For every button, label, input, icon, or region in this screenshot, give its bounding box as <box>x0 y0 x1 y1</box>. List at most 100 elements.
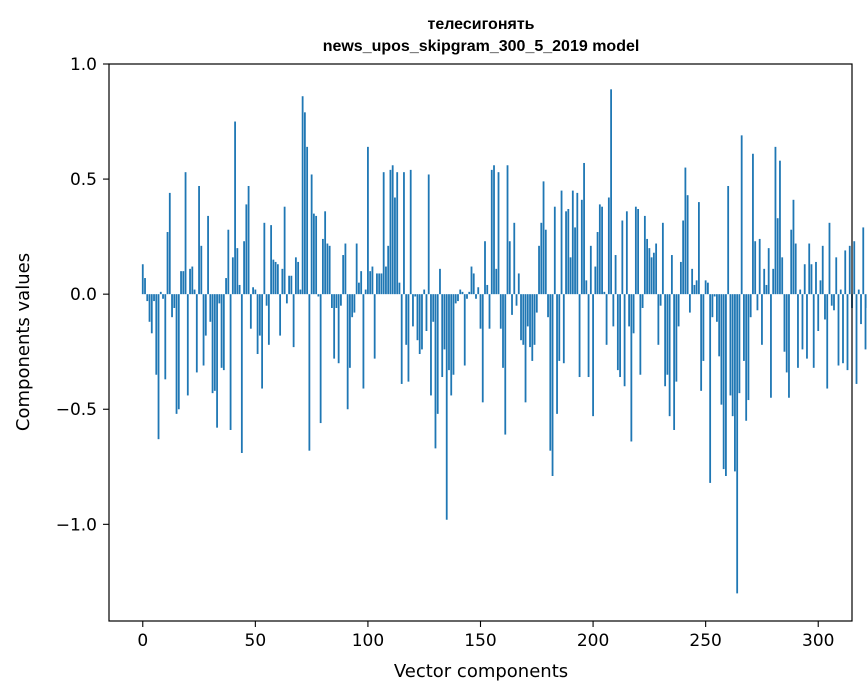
bar-component-17 <box>180 271 182 295</box>
bar-component-137 <box>450 294 453 396</box>
bar-component-127 <box>427 174 430 295</box>
bar-component-92 <box>349 294 351 368</box>
bar-component-147 <box>472 273 475 295</box>
bar-component-121 <box>414 294 417 297</box>
bar-component-203 <box>598 204 601 295</box>
bar-component-316 <box>853 241 856 295</box>
bar-component-120 <box>412 294 414 327</box>
bar-component-294 <box>803 264 806 295</box>
bar-component-276 <box>763 268 766 295</box>
bar-component-41 <box>234 121 236 295</box>
bar-component-188 <box>565 211 567 295</box>
bar-component-307 <box>833 294 835 311</box>
bar-component-260 <box>727 185 730 295</box>
x-tick-label: 250 <box>689 631 721 651</box>
x-tick-label: 200 <box>577 631 609 651</box>
bar-component-288 <box>790 229 793 295</box>
bar-component-233 <box>666 294 669 375</box>
bar-component-223 <box>643 215 646 295</box>
bar-component-252 <box>709 294 712 483</box>
bar-component-8 <box>159 291 162 295</box>
bar-component-132 <box>439 268 441 295</box>
bar-component-175 <box>535 294 538 313</box>
bar-component-99 <box>364 289 367 295</box>
bar-component-273 <box>756 294 759 311</box>
bar-component-166 <box>515 294 518 306</box>
bar-component-295 <box>806 294 808 359</box>
bar-component-134 <box>443 294 446 350</box>
bar-component-50 <box>254 289 257 295</box>
bar-component-218 <box>632 294 635 334</box>
bar-component-156 <box>493 165 495 295</box>
bar-component-305 <box>828 222 831 295</box>
bar-component-5 <box>153 294 155 302</box>
bar-component-221 <box>639 294 642 375</box>
bar-component-207 <box>607 197 610 295</box>
bar-component-230 <box>659 294 662 306</box>
bar-component-155 <box>490 169 493 295</box>
bar-component-246 <box>695 280 698 295</box>
bar-component-170 <box>524 294 527 403</box>
chart-title-line1: телесигонять <box>427 16 534 33</box>
bar-component-45 <box>243 241 245 295</box>
bar-component-163 <box>508 241 511 295</box>
bar-component-38 <box>227 229 230 295</box>
bar-component-105 <box>378 273 381 295</box>
bar-component-201 <box>594 266 597 295</box>
bar-component-109 <box>387 245 390 295</box>
bar-component-310 <box>839 289 842 295</box>
bar-component-262 <box>731 294 734 417</box>
bar-component-280 <box>772 268 775 295</box>
bar-component-258 <box>722 294 725 470</box>
bar-component-142 <box>461 291 464 295</box>
bar-component-131 <box>436 294 439 414</box>
bar-component-211 <box>616 294 619 371</box>
bar-component-192 <box>574 227 576 295</box>
bar-component-70 <box>299 289 302 295</box>
bar-component-129 <box>432 294 435 322</box>
bar-component-116 <box>403 172 405 295</box>
bar-component-191 <box>571 190 574 295</box>
bar-component-123 <box>418 294 421 355</box>
bar-component-87 <box>337 294 340 364</box>
bar-component-298 <box>812 294 815 368</box>
bar-component-146 <box>470 266 473 295</box>
bar-component-269 <box>747 294 750 401</box>
bar-component-174 <box>533 294 536 345</box>
bar-component-216 <box>628 294 630 327</box>
bar-component-72 <box>303 112 306 295</box>
bar-component-162 <box>506 165 509 295</box>
bar-component-200 <box>592 294 594 417</box>
bar-component-19 <box>184 172 187 295</box>
bar-component-241 <box>684 167 687 295</box>
bar-component-225 <box>648 248 651 295</box>
bar-component-32 <box>213 294 216 391</box>
bar-component-110 <box>389 169 392 295</box>
bar-component-189 <box>567 209 570 295</box>
bar-component-185 <box>558 294 561 361</box>
bar-component-193 <box>576 192 579 295</box>
bar-component-52 <box>258 294 261 336</box>
bar-component-266 <box>740 135 743 295</box>
bar-component-6 <box>155 294 158 375</box>
bar-component-15 <box>175 294 178 414</box>
bar-component-291 <box>797 294 799 368</box>
bar-component-267 <box>743 294 745 361</box>
bar-component-93 <box>351 294 354 318</box>
bar-component-205 <box>603 291 606 295</box>
bar-series <box>141 89 867 594</box>
bar-component-231 <box>661 222 664 295</box>
bar-component-86 <box>335 294 338 308</box>
bar-component-3 <box>148 294 151 322</box>
chart-title-line2: news_upos_skipgram_300_5_2019 model <box>323 38 640 55</box>
bar-component-31 <box>211 294 214 394</box>
bar-component-278 <box>767 248 770 295</box>
bar-component-182 <box>551 294 554 476</box>
bar-component-124 <box>421 294 423 350</box>
bar-component-240 <box>682 220 685 295</box>
bar-component-180 <box>547 294 549 318</box>
bar-component-112 <box>394 197 396 295</box>
bar-component-141 <box>459 289 462 295</box>
bar-component-115 <box>400 294 403 384</box>
